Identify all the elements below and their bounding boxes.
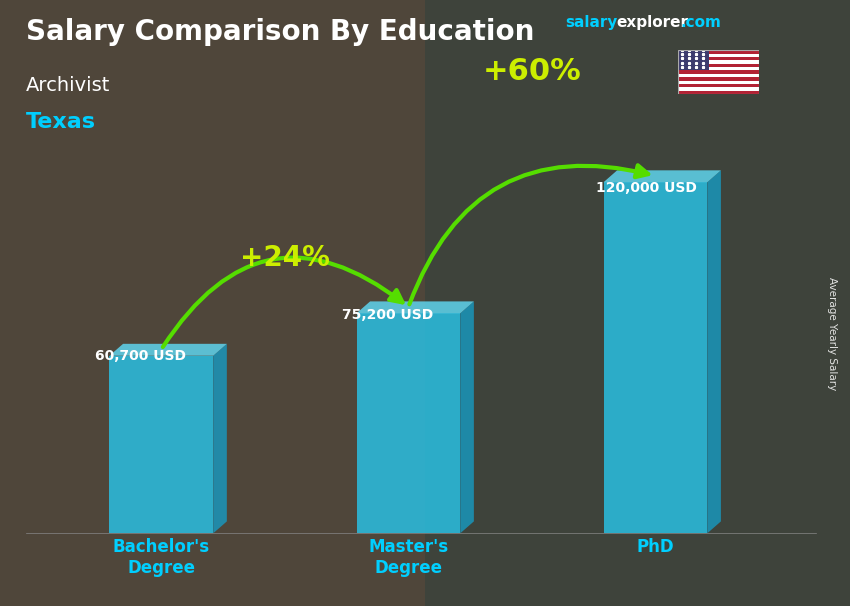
Polygon shape — [460, 301, 473, 533]
Text: +60%: +60% — [483, 57, 581, 86]
Polygon shape — [707, 170, 721, 533]
Bar — [678, 84, 759, 87]
Polygon shape — [110, 344, 227, 356]
Bar — [678, 64, 759, 67]
Bar — [678, 54, 759, 57]
FancyBboxPatch shape — [110, 356, 213, 533]
Bar — [678, 61, 759, 64]
Bar — [678, 87, 759, 90]
FancyBboxPatch shape — [604, 182, 707, 533]
Text: explorer: explorer — [616, 15, 689, 30]
Polygon shape — [604, 170, 721, 182]
Text: Texas: Texas — [26, 112, 95, 132]
Text: salary: salary — [565, 15, 618, 30]
Text: 75,200 USD: 75,200 USD — [342, 308, 433, 322]
Text: .com: .com — [680, 15, 721, 30]
Text: Average Yearly Salary: Average Yearly Salary — [827, 277, 837, 390]
Text: +24%: +24% — [240, 244, 330, 271]
Polygon shape — [213, 344, 227, 533]
Bar — [678, 57, 759, 61]
Polygon shape — [356, 301, 473, 313]
Bar — [678, 50, 709, 70]
Text: 120,000 USD: 120,000 USD — [596, 181, 697, 195]
Bar — [678, 67, 759, 70]
Text: Archivist: Archivist — [26, 76, 110, 95]
Bar — [678, 77, 759, 81]
Bar — [678, 50, 759, 54]
FancyBboxPatch shape — [356, 313, 460, 533]
Text: Salary Comparison By Education: Salary Comparison By Education — [26, 18, 534, 46]
Bar — [678, 90, 759, 94]
Text: 60,700 USD: 60,700 USD — [94, 349, 185, 363]
Bar — [678, 74, 759, 77]
Bar — [678, 70, 759, 74]
Bar — [678, 81, 759, 84]
